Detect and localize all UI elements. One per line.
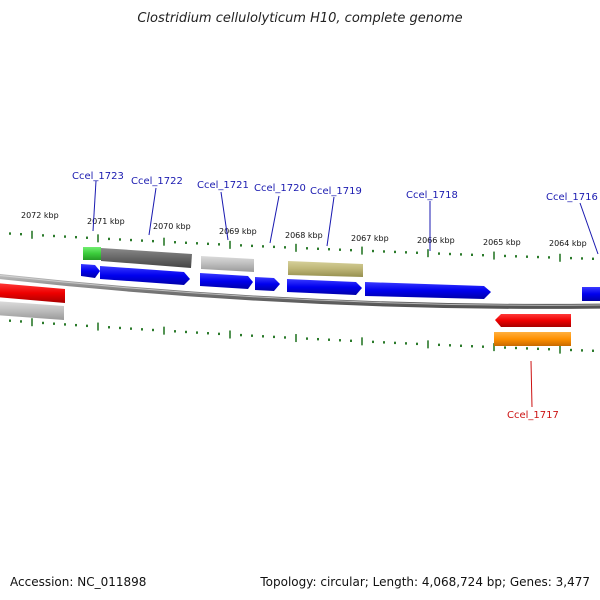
scale-label: 2070 kbp [153, 222, 191, 231]
cds-arrow-reverse[interactable] [495, 314, 571, 327]
scale-label: 2066 kbp [417, 236, 455, 245]
svg-text:Ccel_1720: Ccel_1720 [254, 183, 306, 194]
scale-label: 2067 kbp [351, 234, 389, 243]
gene-label-ccel-1716[interactable]: Ccel_1716 [546, 192, 599, 255]
scale-label: 2068 kbp [285, 231, 323, 240]
cds-block-reverse-left[interactable] [0, 283, 65, 303]
genome-backbone [0, 274, 600, 309]
outer-feature-track [83, 247, 363, 277]
map-title: Clostridium cellulolyticum H10, complete… [137, 11, 462, 26]
gene-label-ccel-1723[interactable]: Ccel_1723 [72, 171, 124, 232]
feature-block-green[interactable] [83, 247, 101, 260]
scale-labels: 2072 kbp 2071 kbp 2070 kbp 2069 kbp 2068… [21, 211, 587, 248]
cds-arrow-forward[interactable] [365, 282, 491, 299]
inner-tick-row [9, 318, 594, 354]
feature-block-olive[interactable] [288, 261, 363, 277]
scale-label: 2065 kbp [483, 238, 521, 247]
gene-label-ccel-1718[interactable]: Ccel_1718 [406, 190, 458, 251]
scale-label: 2064 kbp [549, 239, 587, 248]
forward-cds-track [81, 264, 600, 301]
cds-arrow-forward[interactable] [287, 279, 362, 295]
feature-block-dark-gray[interactable] [101, 248, 192, 268]
gene-label-ccel-1722[interactable]: Ccel_1722 [131, 176, 183, 236]
scale-label: 2072 kbp [21, 211, 59, 220]
feature-block-orange[interactable] [494, 332, 571, 346]
gene-label-ccel-1720[interactable]: Ccel_1720 [254, 183, 306, 244]
gene-label-ccel-1719[interactable]: Ccel_1719 [310, 186, 362, 247]
feature-block-light-gray-left[interactable] [0, 301, 64, 320]
svg-text:Ccel_1722: Ccel_1722 [131, 176, 183, 187]
svg-text:Ccel_1717: Ccel_1717 [507, 410, 559, 421]
svg-text:Ccel_1723: Ccel_1723 [72, 171, 124, 182]
scale-label: 2069 kbp [219, 227, 257, 236]
scale-label: 2071 kbp [87, 217, 125, 226]
genome-summary-text: Topology: circular; Length: 4,068,724 bp… [259, 575, 590, 589]
svg-text:Ccel_1719: Ccel_1719 [310, 186, 362, 197]
svg-text:Ccel_1716: Ccel_1716 [546, 192, 598, 203]
accession-text: Accession: NC_011898 [10, 575, 146, 589]
cds-arrow-forward[interactable] [582, 287, 600, 301]
outer-tick-row [9, 230, 594, 262]
gene-label-ccel-1717[interactable]: Ccel_1717 [507, 360, 559, 421]
gene-labels: Ccel_1723 Ccel_1722 Ccel_1721 Ccel_1720 … [72, 171, 599, 421]
cds-arrow-forward[interactable] [255, 277, 280, 291]
cds-arrow-forward[interactable] [100, 266, 190, 285]
cds-arrow-forward[interactable] [200, 273, 253, 289]
svg-text:Ccel_1718: Ccel_1718 [406, 190, 458, 201]
feature-block-light-gray[interactable] [201, 256, 254, 272]
reverse-cds-track [0, 283, 571, 346]
svg-text:Ccel_1721: Ccel_1721 [197, 180, 249, 191]
gene-label-ccel-1721[interactable]: Ccel_1721 [197, 180, 249, 241]
cds-arrow-forward[interactable] [81, 264, 100, 278]
